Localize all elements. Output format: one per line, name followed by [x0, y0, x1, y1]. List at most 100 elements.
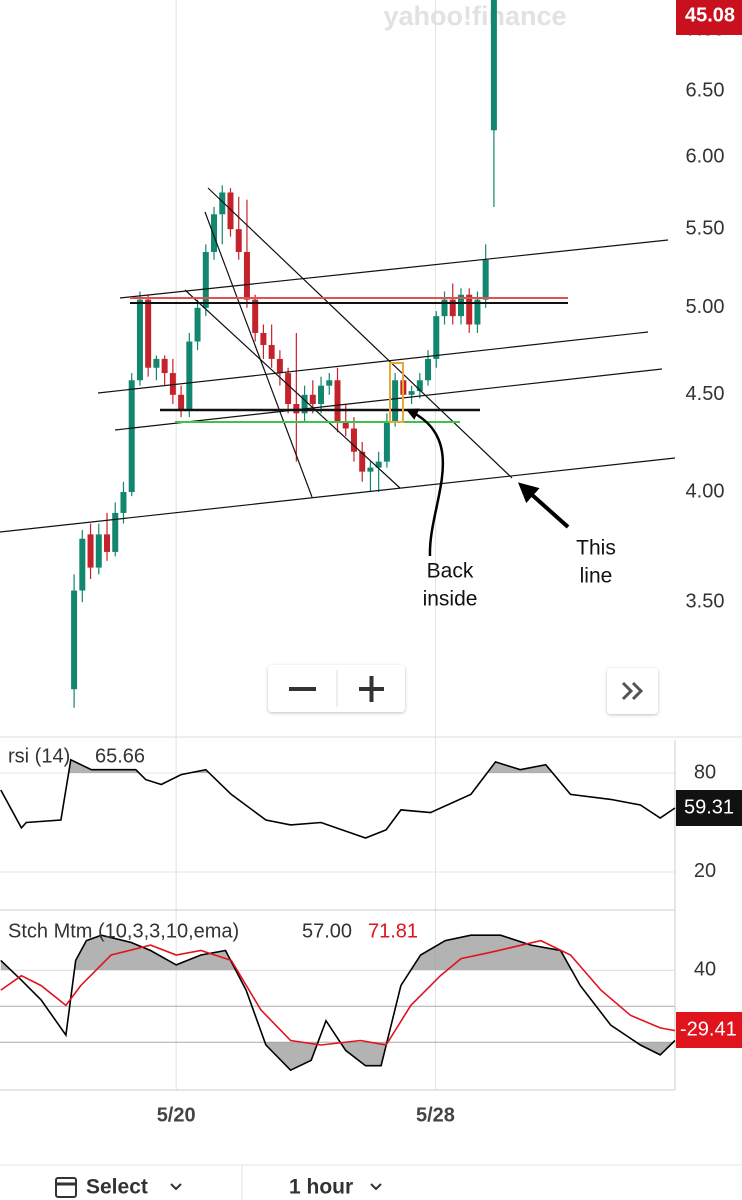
- interval-select[interactable]: 1 hour: [289, 1176, 382, 1199]
- candle-body: [178, 394, 185, 410]
- y-tick-label: 4.50: [686, 383, 725, 405]
- candle-body: [441, 299, 448, 317]
- chevron-icon: [621, 681, 644, 701]
- indicator-value: 71.81: [368, 920, 418, 942]
- indicator-line: [0, 934, 676, 1072]
- candle-body: [326, 380, 333, 386]
- price-boxes: 45.08 59.31 -29.41: [676, 0, 742, 1048]
- candle-body: [474, 299, 481, 325]
- overbought-shade: [68, 759, 553, 773]
- candle-body: [466, 294, 473, 325]
- candle-body: [169, 373, 176, 395]
- price-box-label: -29.41: [680, 1018, 737, 1040]
- indicator-title: rsi (14): [8, 745, 70, 767]
- candle-body: [318, 385, 325, 405]
- indicator-line: [0, 939, 676, 1046]
- candle-body: [457, 294, 464, 317]
- indicator-line: [0, 758, 676, 839]
- annotation: inside: [423, 588, 478, 611]
- trend-line: [97, 331, 649, 394]
- indicator-value: 65.66: [95, 745, 145, 767]
- candle-body: [490, 0, 497, 131]
- candle-body: [219, 192, 226, 215]
- candle-body: [433, 316, 440, 359]
- candle-body: [350, 428, 357, 452]
- y-tick-label: 6.00: [686, 146, 725, 168]
- candle-body: [87, 534, 94, 568]
- candle-body: [309, 394, 316, 405]
- highlight-box: [389, 362, 404, 423]
- calendar-icon: [55, 1177, 77, 1198]
- date-select[interactable]: Select: [55, 1176, 182, 1199]
- candle-body: [408, 391, 415, 395]
- candle-body: [235, 229, 242, 252]
- oversold-shade: [264, 1042, 674, 1071]
- candle-body: [359, 451, 366, 472]
- zoom-out-button[interactable]: [270, 667, 336, 710]
- interval-label[interactable]: 1 hour: [289, 1176, 353, 1199]
- candle-body: [128, 380, 135, 493]
- y-tick-label: 5.50: [686, 217, 725, 239]
- trend-line: [119, 239, 669, 299]
- y-tick-label: 3.50: [686, 591, 725, 613]
- candle-body: [416, 380, 423, 392]
- x-tick-label: 5/20: [157, 1104, 196, 1126]
- candle-body: [112, 512, 119, 552]
- indicator-title: Stch Mtm (10,3,3,10,ema): [8, 920, 239, 942]
- candle-body: [482, 259, 489, 300]
- trend-line: [204, 211, 313, 498]
- annotation-arrow: [405, 408, 445, 557]
- price-box-label: 59.31: [684, 796, 734, 818]
- price-box: [676, 0, 742, 35]
- candle-body: [334, 380, 341, 423]
- y-tick-label: 4.00: [686, 480, 725, 502]
- y-tick-label: 6.50: [686, 80, 725, 102]
- price-box: [676, 790, 742, 826]
- candle-body: [145, 299, 152, 368]
- candle-body: [285, 373, 292, 405]
- scroll-forward-button[interactable]: [607, 668, 658, 714]
- select-label[interactable]: Select: [86, 1176, 148, 1199]
- candle-body: [392, 380, 399, 423]
- candle-body: [227, 192, 234, 230]
- candle-body: [342, 422, 349, 429]
- candle-body: [211, 214, 218, 252]
- zoom-in-button[interactable]: [338, 667, 403, 710]
- candle-body: [79, 538, 86, 591]
- trend-line: [207, 187, 513, 479]
- candle-body: [449, 299, 456, 317]
- trend-line: [0, 457, 676, 533]
- candle-body: [293, 404, 300, 414]
- stoch-panel: 40: [0, 934, 716, 1072]
- candle-body: [252, 299, 259, 333]
- candle-body: [301, 394, 308, 414]
- candle-body: [276, 358, 283, 374]
- annotation-arrow: [518, 482, 570, 529]
- candle-body: [120, 492, 127, 513]
- candle-body: [186, 341, 193, 410]
- candle-body: [375, 461, 382, 468]
- candle-body: [194, 307, 201, 342]
- chevron-icon: [170, 1183, 182, 1191]
- annotation: line: [580, 565, 613, 588]
- candle-body: [383, 422, 390, 462]
- y-tick-label: 20: [694, 860, 716, 882]
- trend-lines: [0, 187, 676, 533]
- candle-body: [95, 534, 102, 568]
- annotation: Back: [427, 560, 474, 583]
- chevron-icon: [370, 1183, 382, 1191]
- zoom-control: [268, 665, 405, 712]
- candle-body: [268, 344, 275, 359]
- candle-body: [202, 251, 209, 308]
- y-tick-label: 80: [694, 761, 716, 783]
- candle-body: [260, 332, 267, 345]
- candle-body: [153, 358, 160, 368]
- watermark: yahoo!finance: [383, 1, 566, 31]
- x-tick-label: 5/28: [416, 1104, 455, 1126]
- price-box: [676, 1012, 742, 1048]
- annotation: This: [576, 537, 616, 560]
- overbought-shade: [0, 935, 572, 971]
- candle-body: [161, 358, 168, 374]
- candle-body: [136, 299, 143, 381]
